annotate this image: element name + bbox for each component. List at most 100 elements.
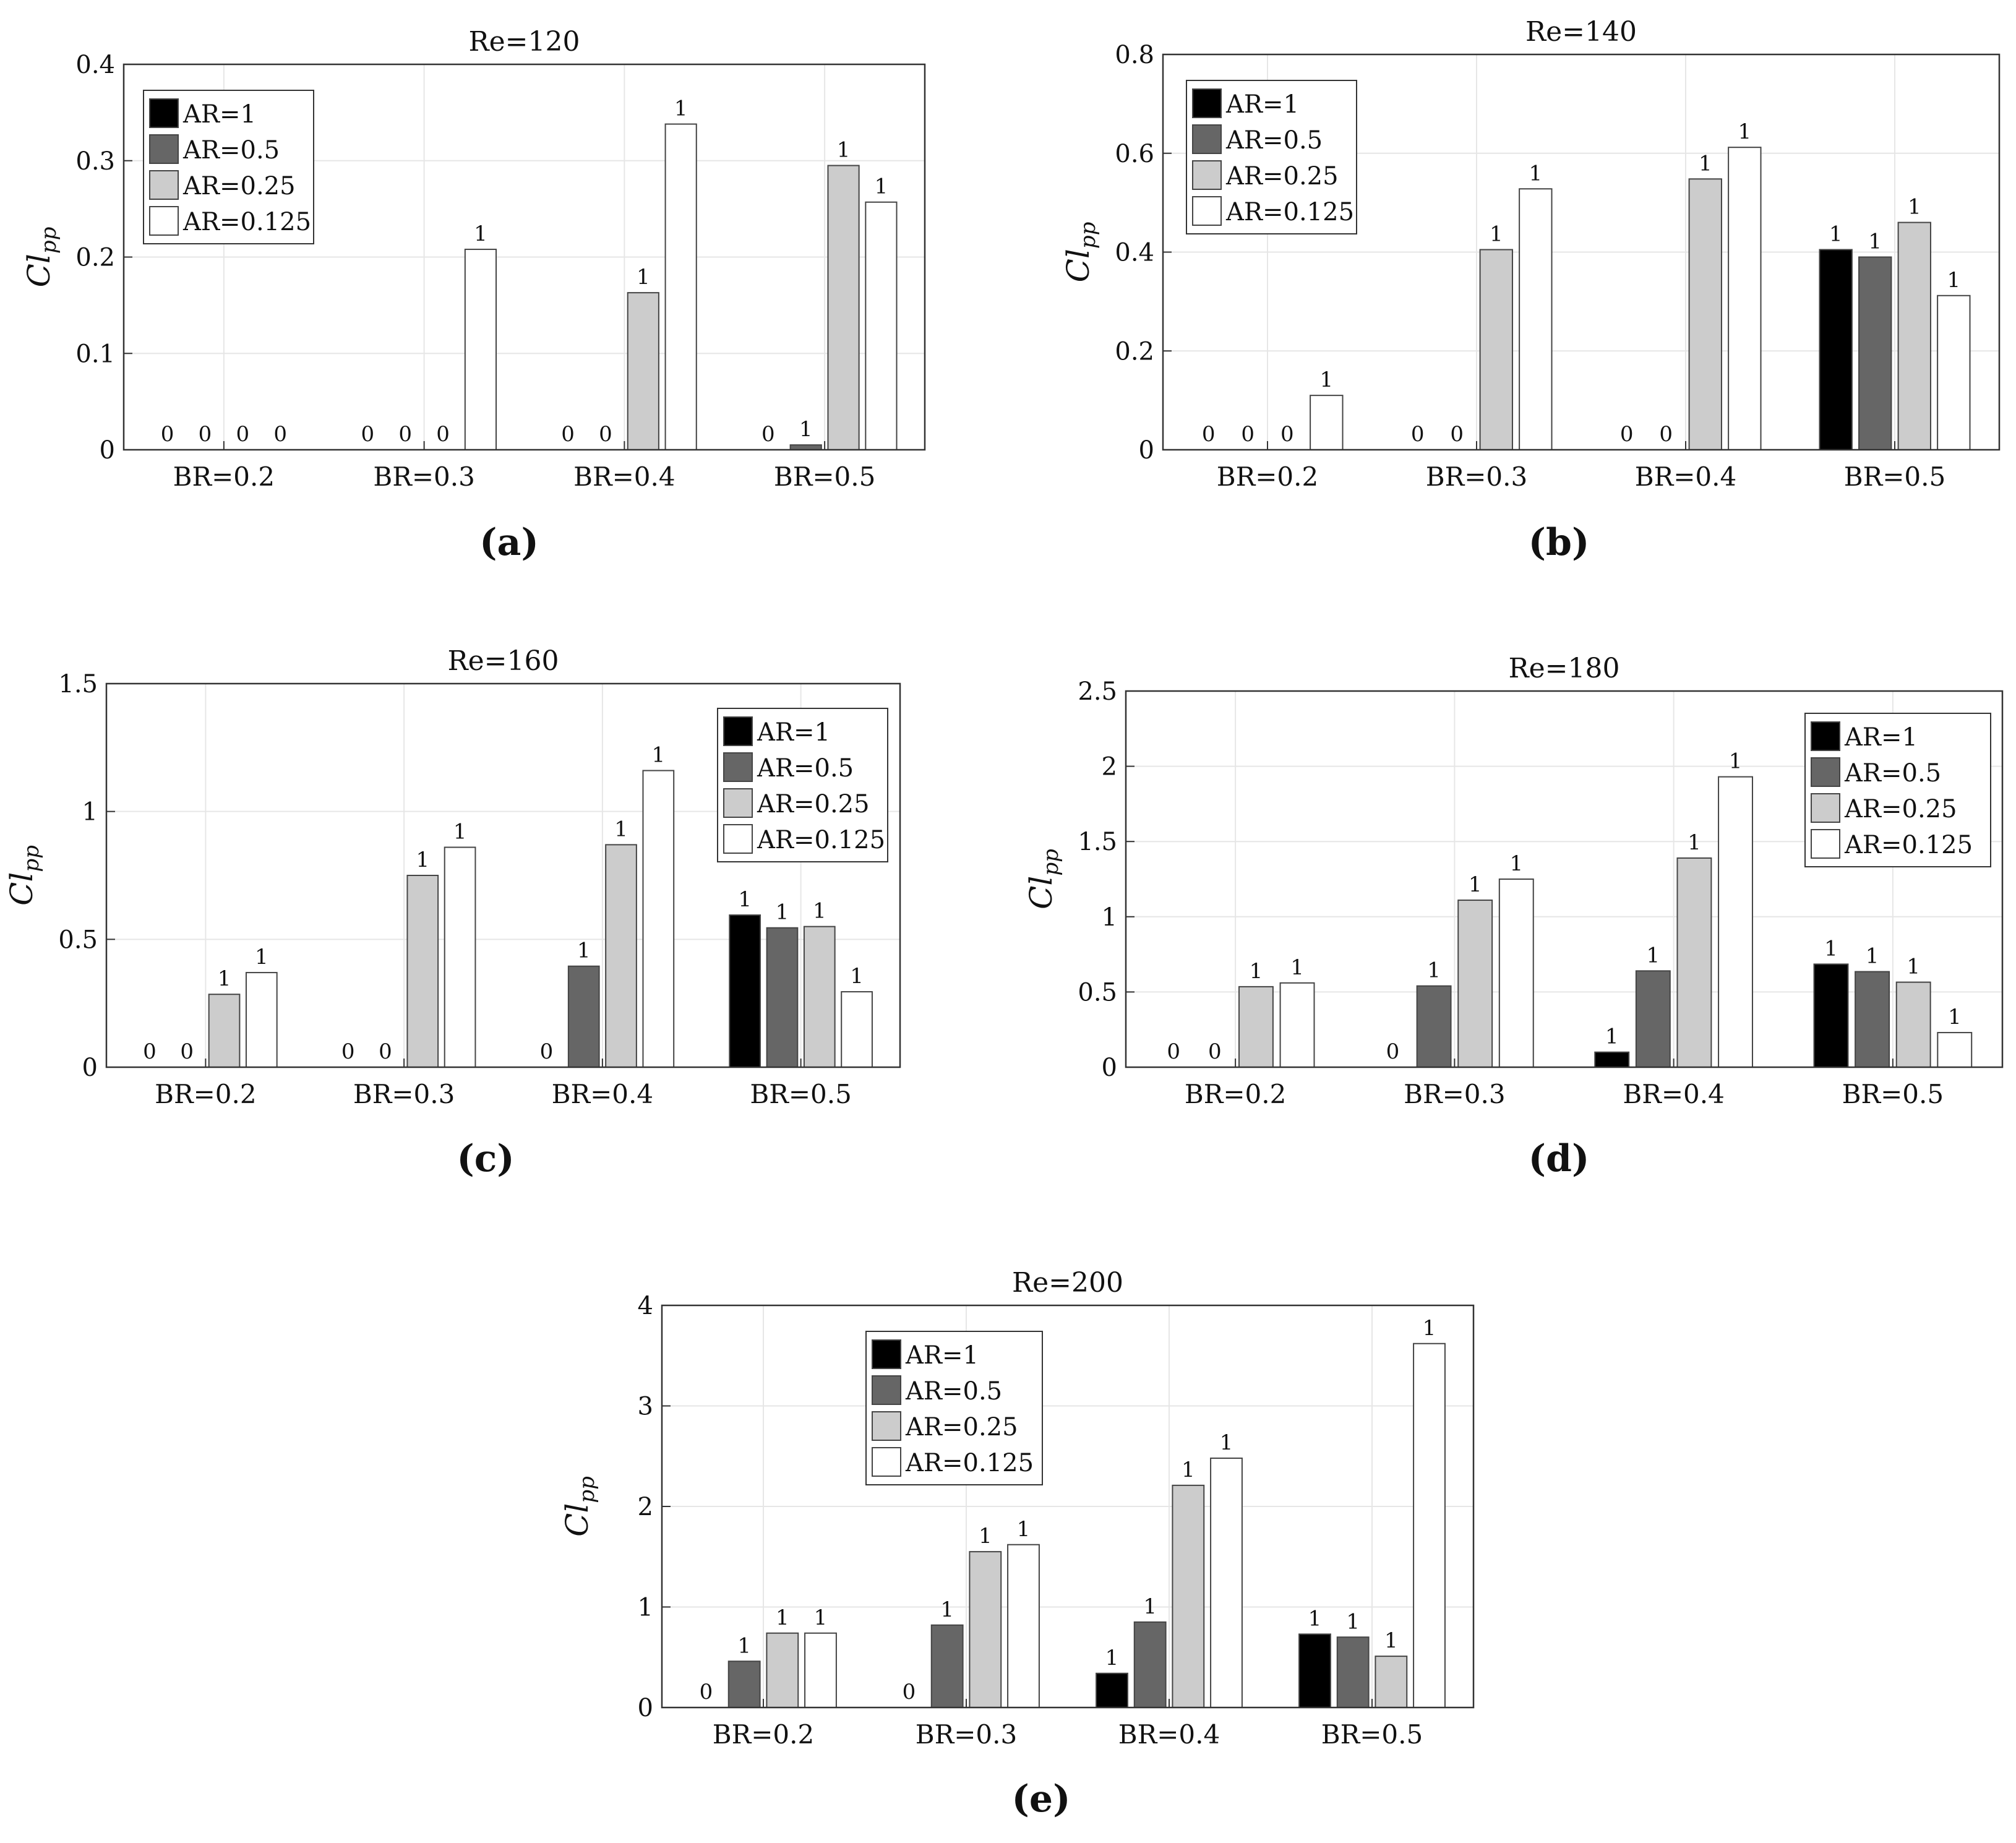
legend-entry: AR=0.125 bbox=[1225, 198, 1354, 226]
bar-data-label: 1 bbox=[1384, 1628, 1398, 1653]
bar-ar-1-br-0-5 bbox=[729, 914, 761, 1068]
y-tick-label: 1 bbox=[82, 798, 98, 827]
bar-data-label: 0 bbox=[361, 422, 375, 447]
y-tick-label: 0.1 bbox=[75, 340, 115, 368]
bar-data-label: 1 bbox=[637, 265, 650, 290]
bar-ar-0-25-br-0-3 bbox=[1479, 249, 1513, 450]
bar-ar-0-25-br-0-3 bbox=[406, 875, 439, 1068]
bar-ar-0-125-br-0-5 bbox=[1937, 1032, 1973, 1068]
legend-swatch bbox=[1192, 196, 1222, 226]
bar-data-label: 0 bbox=[341, 1039, 355, 1064]
chart-panel-4: 0 0.5 1 1.5 2 2.5 BR=0.2 BR=0.3 BR=0.4 BR=0.5 0 0 1 1… bbox=[1023, 653, 2004, 1180]
y-tick-label: 4 bbox=[638, 1292, 653, 1320]
bar-data-label: 1 bbox=[1688, 830, 1701, 855]
bar-ar-0-5-br-0-5 bbox=[1855, 971, 1890, 1068]
legend-entry: AR=0.125 bbox=[757, 826, 885, 854]
bar-data-label: 1 bbox=[416, 848, 429, 872]
legend-swatch bbox=[149, 98, 179, 128]
bar-ar-0-25-br-0-5 bbox=[1375, 1656, 1408, 1708]
plot-frame bbox=[1162, 53, 2001, 451]
y-axis-label-sub: pp bbox=[575, 1476, 599, 1503]
bar-ar-0-125-br-0-5 bbox=[1413, 1343, 1446, 1708]
bar-data-label: 0 bbox=[1280, 422, 1294, 447]
y-tick-label: 1.5 bbox=[58, 670, 98, 698]
bar-ar-1-br-0-5 bbox=[1819, 249, 1853, 450]
bar-data-label: 0 bbox=[161, 422, 174, 447]
bar-ar-0-5-br-0-3 bbox=[1416, 985, 1452, 1068]
bar-data-label: 0 bbox=[143, 1039, 157, 1064]
y-tick-label: 2 bbox=[1102, 753, 1117, 781]
legend-swatch bbox=[1192, 160, 1222, 190]
bar-data-label: 0 bbox=[236, 422, 249, 447]
bar-ar-0-125-br-0-4 bbox=[1210, 1458, 1243, 1708]
y-tick-label: 0.4 bbox=[1115, 239, 1154, 267]
bar-ar-0-125-br-0-3 bbox=[1498, 879, 1534, 1068]
bar-ar-0-5-br-0-5 bbox=[1858, 256, 1892, 450]
chart-panel-2: 00.20.40.60.8BR=0.2 BR=0.3 BR=0.4 BR=0.50 0 0… bbox=[1060, 16, 2001, 564]
chart-panel-3: 00.511.5BR=0.2 BR=0.3 BR=0.4 BR=0.50 0 010 011… bbox=[4, 645, 901, 1180]
chart-title: Re=140 bbox=[1525, 16, 1637, 48]
bar-data-label: 1 bbox=[1182, 1458, 1195, 1482]
bar-data-label: 1 bbox=[1105, 1646, 1119, 1670]
bar-data-label: 0 bbox=[199, 422, 212, 447]
y-axis-label: Clpp bbox=[559, 1476, 599, 1537]
y-axis-label-sub: pp bbox=[36, 227, 61, 254]
legend-swatch bbox=[723, 788, 753, 818]
legend-swatch bbox=[1192, 124, 1222, 154]
bar-ar-0-125-br-0-5 bbox=[865, 201, 898, 450]
bar-ar-0-25-br-0-4 bbox=[605, 844, 637, 1068]
x-category-label: BR=0.5 bbox=[1844, 462, 1945, 492]
y-axis-label: Clpp bbox=[4, 845, 44, 906]
bar-data-label: 0 bbox=[1620, 422, 1634, 447]
bar-data-label: 0 bbox=[1202, 422, 1216, 447]
x-category-label: BR=0.4 bbox=[1623, 1079, 1724, 1109]
y-tick-label: 0.5 bbox=[58, 926, 98, 954]
bar-data-label: 1 bbox=[1423, 1316, 1436, 1341]
bar-data-label: 0 bbox=[700, 1680, 713, 1704]
bar-ar-0-25-br-0-3 bbox=[1457, 900, 1493, 1068]
legend-entry: AR=0.125 bbox=[1844, 831, 1973, 859]
legend-swatch bbox=[723, 716, 753, 746]
bar-data-label: 0 bbox=[436, 422, 450, 447]
legend-swatch bbox=[149, 206, 179, 236]
y-axis-label-main: Cl bbox=[559, 1503, 595, 1537]
bar-data-label: 1 bbox=[1308, 1606, 1322, 1631]
legend: AR=1 AR=0.5 AR=0.25 AR=0.125 bbox=[1804, 713, 1991, 867]
legend-entry: AR=0.5 bbox=[182, 136, 280, 165]
y-axis-label-sub: pp bbox=[1076, 222, 1100, 249]
bar-data-label: 0 bbox=[1411, 422, 1425, 447]
bar-ar-0-25-br-0-2 bbox=[1238, 986, 1274, 1068]
legend-entry: AR=0.25 bbox=[1844, 795, 1957, 823]
bar-ar-0-25-br-0-5 bbox=[827, 165, 860, 450]
bar-data-label: 1 bbox=[1908, 195, 1921, 220]
chart-title: Re=200 bbox=[1012, 1267, 1123, 1299]
y-axis-label-main: Cl bbox=[1060, 249, 1096, 282]
plot-frame bbox=[1125, 690, 2004, 1068]
legend-swatch bbox=[1192, 88, 1222, 118]
legend: AR=1 AR=0.5 AR=0.25 AR=0.125 bbox=[865, 1331, 1043, 1485]
bar-data-label: 1 bbox=[940, 1597, 954, 1622]
bar-ar-0-5-br-0-4 bbox=[567, 965, 600, 1068]
bar-data-label: 1 bbox=[1469, 872, 1482, 897]
bar-ar-1-br-0-4 bbox=[1096, 1672, 1128, 1708]
bar-data-label: 0 bbox=[1450, 422, 1464, 447]
bar-data-label: 1 bbox=[577, 939, 591, 963]
legend-entry: AR=0.5 bbox=[905, 1377, 1002, 1406]
x-category-label: BR=0.3 bbox=[353, 1079, 455, 1109]
legend-swatch bbox=[1811, 757, 1840, 787]
y-tick-label: 0.4 bbox=[75, 51, 115, 79]
legend-swatch bbox=[149, 170, 179, 200]
y-axis-label: Clpp bbox=[1023, 849, 1063, 909]
bar-ar-0-25-br-0-2 bbox=[208, 994, 241, 1068]
legend-swatch bbox=[872, 1339, 901, 1369]
plot-frame bbox=[105, 682, 901, 1068]
bar-data-label: 0 bbox=[1167, 1039, 1180, 1064]
bar-data-label: 1 bbox=[1220, 1430, 1233, 1455]
bar-data-label: 0 bbox=[903, 1680, 916, 1704]
legend-swatch bbox=[1811, 829, 1840, 859]
plot-frame bbox=[661, 1304, 1475, 1709]
bar-data-label: 1 bbox=[1290, 955, 1304, 980]
legend-swatch bbox=[1811, 721, 1840, 751]
bar-data-label: 1 bbox=[1143, 1594, 1157, 1619]
